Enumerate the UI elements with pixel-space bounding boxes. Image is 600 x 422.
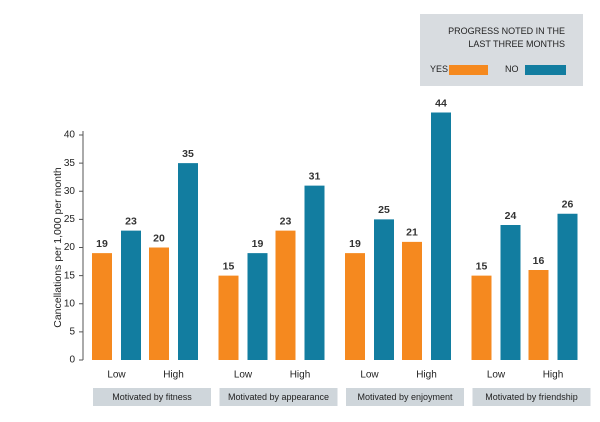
bar <box>374 219 394 360</box>
group-label: Motivated by fitness <box>112 392 192 402</box>
bar <box>557 213 578 360</box>
legend-title: PROGRESS NOTED IN THE LAST THREE MONTHS <box>448 26 565 49</box>
group-label: Motivated by appearance <box>228 392 329 402</box>
value-label: 25 <box>378 204 390 216</box>
y-tick-label: 30 <box>64 186 76 197</box>
value-label: 23 <box>280 215 292 227</box>
value-label: 21 <box>406 227 418 239</box>
value-label: 20 <box>153 232 165 244</box>
bar <box>528 270 549 360</box>
x-tick-label: Low <box>487 370 506 381</box>
bar <box>431 112 451 360</box>
value-label: 16 <box>533 255 545 267</box>
bar <box>402 241 422 360</box>
bar <box>92 253 112 360</box>
value-label: 35 <box>182 148 194 160</box>
group-label-box <box>346 388 464 406</box>
bar <box>345 253 365 360</box>
value-label: 31 <box>309 170 321 182</box>
bar <box>218 275 239 360</box>
legend-label: YES <box>430 64 449 74</box>
group-label-box <box>219 388 338 406</box>
value-label: 19 <box>96 238 108 250</box>
y-tick-label: 15 <box>64 270 76 281</box>
x-tick-label: Low <box>360 370 379 381</box>
bar <box>149 247 169 360</box>
bar <box>247 253 268 360</box>
legend-swatch <box>525 65 566 75</box>
x-tick-label: High <box>543 370 564 381</box>
value-label: 23 <box>125 215 137 227</box>
y-tick-label: 0 <box>69 355 75 366</box>
bar <box>121 230 141 360</box>
bar <box>178 163 198 360</box>
group-label-box <box>472 388 591 406</box>
x-tick-label: High <box>416 370 437 381</box>
y-axis-label: Cancellations per 1,000 per month <box>52 167 64 328</box>
bar <box>304 185 325 360</box>
group-label: Motivated by enjoyment <box>357 392 453 402</box>
legend-swatch <box>449 65 488 75</box>
legend-label: NO <box>505 64 519 74</box>
group-label-box <box>93 388 211 406</box>
bar <box>275 230 296 360</box>
y-tick-label: 35 <box>64 158 76 169</box>
x-tick-label: High <box>163 370 184 381</box>
x-tick-label: Low <box>234 370 253 381</box>
y-tick-label: 10 <box>64 298 76 309</box>
y-tick-label: 20 <box>64 242 76 253</box>
legend: PROGRESS NOTED IN THE LAST THREE MONTHS … <box>420 14 583 86</box>
value-label: 24 <box>505 210 517 222</box>
value-label: 19 <box>252 238 264 250</box>
value-label: 44 <box>435 97 447 109</box>
value-label: 19 <box>349 238 361 250</box>
bar <box>471 275 492 360</box>
bar <box>500 225 521 360</box>
x-tick-label: High <box>290 370 311 381</box>
x-tick-label: Low <box>107 370 126 381</box>
y-tick-label: 25 <box>64 214 76 225</box>
value-label: 15 <box>476 260 488 272</box>
y-tick-label: 5 <box>69 327 75 338</box>
value-label: 26 <box>562 199 574 211</box>
y-tick-label: 40 <box>64 130 76 141</box>
value-label: 15 <box>223 260 235 272</box>
group-label: Motivated by friendship <box>485 392 578 402</box>
